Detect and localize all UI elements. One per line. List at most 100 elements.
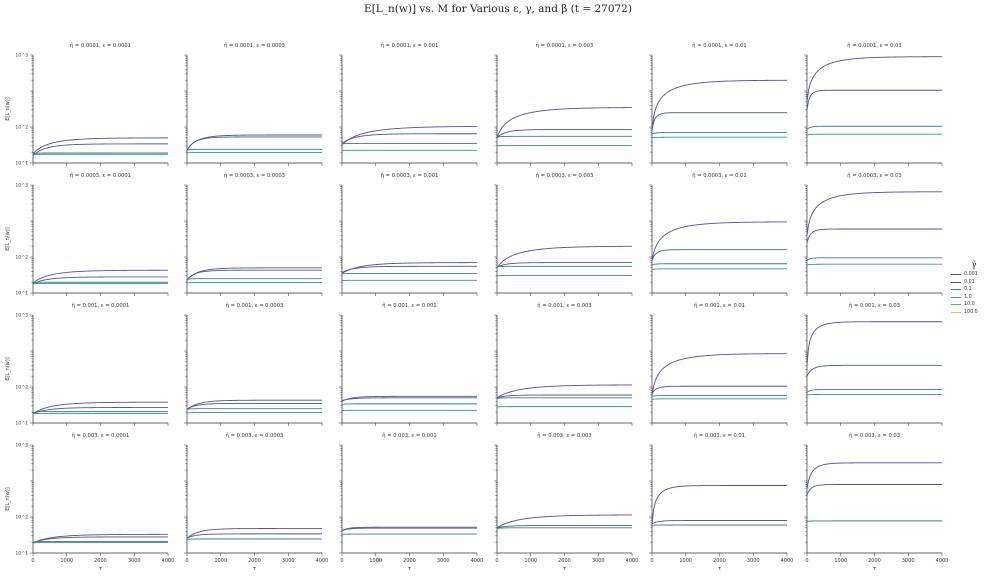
y-tick-label: 10^3 xyxy=(15,443,28,449)
series-line xyxy=(186,136,322,151)
y-tick-label: 10^2 xyxy=(15,255,28,261)
legend-label: 0.01 xyxy=(964,279,975,285)
subplot-title: η̃ = 0.003, ε = 0.01 xyxy=(694,433,745,439)
series-line xyxy=(186,528,322,539)
series-line xyxy=(806,321,942,366)
series-line xyxy=(651,268,787,270)
x-tick-label: 0 xyxy=(31,558,34,564)
subplot-title: η̃ = 0.0003, ε = 0.003 xyxy=(536,173,594,179)
series-line xyxy=(496,107,633,138)
series-line xyxy=(341,265,477,273)
y-tick-label: 10^1 xyxy=(15,551,28,557)
legend-label: 100.0 xyxy=(964,309,978,315)
subplot-title: η̃ = 0.0003, ε = 0.0003 xyxy=(224,173,285,179)
subplot: η̃ = 0.001, ε = 0.0003 xyxy=(184,303,323,426)
y-tick-label: 10^2 xyxy=(15,125,28,131)
series-line xyxy=(806,125,942,130)
series-line xyxy=(341,527,477,531)
series-line xyxy=(341,125,478,146)
subplot: η̃ = 0.001, ε = 0.03 xyxy=(804,303,943,426)
series-line xyxy=(806,228,942,243)
series-line xyxy=(496,265,632,268)
series-line xyxy=(32,536,168,544)
subplot-title: η̃ = 0.0001, ε = 0.001 xyxy=(381,43,439,49)
x-tick-label: 3000 xyxy=(902,558,915,564)
x-axis-label: τ xyxy=(563,566,567,572)
series-line xyxy=(496,514,632,529)
series-line xyxy=(32,143,168,156)
subplot-title: η̃ = 0.0003, ε = 0.001 xyxy=(381,173,439,179)
series-line xyxy=(806,191,943,236)
legend: γ̃ 0.001 0.01 0.1 1.0 10.0 100.0 xyxy=(951,260,991,316)
x-tick-label: 1000 xyxy=(214,558,227,564)
y-axis-label: E[L_n(w)] xyxy=(5,357,11,381)
legend-label: 1.0 xyxy=(964,294,972,300)
series-line xyxy=(186,278,322,280)
subplot: η̃ = 0.003, ε = 0.0003 0 1000 2000 3000 4000 τ xyxy=(184,433,328,572)
series-line xyxy=(496,525,632,529)
y-tick-label: 10^3 xyxy=(15,183,28,189)
y-tick-label: 10^3 xyxy=(15,53,28,59)
x-tick-label: 2000 xyxy=(248,558,261,564)
x-tick-label: 1000 xyxy=(834,558,847,564)
legend-item: 0.1 xyxy=(951,286,991,294)
series-line xyxy=(186,402,322,410)
x-axis-label: τ xyxy=(873,566,877,572)
subplot: η̃ = 0.0001, ε = 0.0001 10^1 10^2 10^3 E[L_n… xyxy=(5,43,169,167)
subplot: η̃ = 0.0003, ε = 0.01 xyxy=(649,173,788,296)
legend-item: 1.0 xyxy=(951,294,991,302)
subplot: η̃ = 0.0001, ε = 0.0003 xyxy=(184,43,323,166)
legend-item: 0.01 xyxy=(951,279,991,287)
x-tick-label: 3000 xyxy=(282,558,295,564)
subplot: η̃ = 0.0003, ε = 0.0001 10^1 10^2 10^3 E[L_n… xyxy=(5,173,169,297)
series-line xyxy=(32,137,168,155)
series-line xyxy=(651,221,787,261)
x-axis-label: τ xyxy=(99,566,103,572)
x-tick-label: 2000 xyxy=(94,558,107,564)
subplot: η̃ = 0.003, ε = 0.0001 10^1 10^2 10^3 E[L_n(… xyxy=(5,433,174,572)
series-line xyxy=(806,462,942,490)
series-line xyxy=(806,257,942,261)
series-line xyxy=(651,395,787,397)
series-line xyxy=(32,407,168,415)
subplot: η̃ = 0.0001, ε = 0.003 xyxy=(494,43,633,166)
y-tick-label: 10^1 xyxy=(15,421,28,427)
x-axis-label: τ xyxy=(718,566,722,572)
subplot-title: η̃ = 0.0001, ε = 0.01 xyxy=(692,43,746,49)
subplot-title: η̃ = 0.0001, ε = 0.003 xyxy=(536,43,594,49)
legend-swatch xyxy=(951,281,961,283)
subplot: η̃ = 0.003, ε = 0.001 0 1000 2000 3000 4000 τ xyxy=(339,433,483,572)
legend-label: 0.001 xyxy=(964,272,978,278)
series-line xyxy=(806,263,942,266)
subplot: η̃ = 0.001, ε = 0.001 xyxy=(339,303,478,426)
y-axis-label: E[L_n(w)] xyxy=(5,487,11,511)
series-line xyxy=(651,485,787,526)
series-line xyxy=(341,526,477,531)
x-tick-label: 4000 xyxy=(316,558,329,564)
x-tick-label: 3000 xyxy=(437,558,450,564)
legend-label: 0.1 xyxy=(964,287,972,293)
y-axis-label: E[L_n(w)] xyxy=(5,227,11,251)
subplot-title: η̃ = 0.003, ε = 0.0003 xyxy=(226,433,284,439)
series-line xyxy=(341,133,477,144)
series-line xyxy=(186,267,322,281)
legend-swatch xyxy=(951,274,961,276)
series-line xyxy=(806,56,942,102)
series-line xyxy=(651,136,787,139)
series-line xyxy=(651,398,787,400)
x-tick-label: 2000 xyxy=(403,558,416,564)
x-tick-label: 2000 xyxy=(868,558,881,564)
legend-title: γ̃ xyxy=(971,260,977,269)
subplot: η̃ = 0.0001, ε = 0.01 xyxy=(649,43,788,166)
legend-item: 100.0 xyxy=(951,309,991,317)
subplot: η̃ = 0.0001, ε = 0.001 xyxy=(339,43,478,166)
series-line xyxy=(32,410,168,414)
y-tick-label: 10^1 xyxy=(15,161,28,167)
series-line xyxy=(32,401,169,415)
subplot-title: η̃ = 0.0001, ε = 0.0003 xyxy=(224,43,285,49)
series-line xyxy=(806,364,942,377)
subplot: η̃ = 0.003, ε = 0.03 0 1000 2000 3000 4000 τ xyxy=(804,433,948,572)
series-line xyxy=(32,269,169,284)
series-line xyxy=(496,245,633,269)
